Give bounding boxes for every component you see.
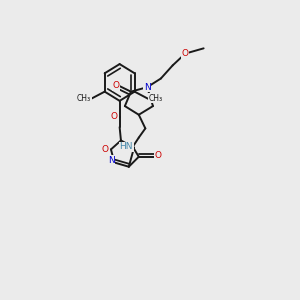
Text: O: O [155, 151, 162, 160]
Text: HN: HN [119, 142, 133, 151]
Text: CH₃: CH₃ [77, 94, 91, 103]
Text: N: N [144, 83, 151, 92]
Text: O: O [110, 112, 117, 121]
Text: O: O [182, 49, 189, 58]
Text: O: O [102, 145, 109, 154]
Text: CH₃: CH₃ [148, 94, 162, 103]
Text: O: O [112, 81, 119, 90]
Text: N: N [108, 156, 115, 165]
